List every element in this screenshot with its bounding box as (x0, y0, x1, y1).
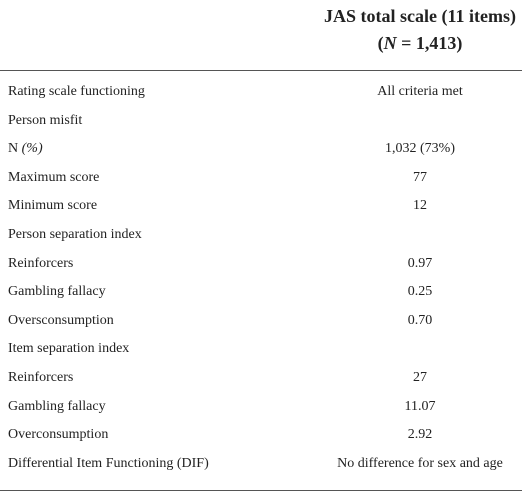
row-label: Person misfit (8, 112, 83, 128)
row-label: Differential Item Functioning (DIF) (8, 455, 209, 471)
row-label: Reinforcers (8, 255, 74, 271)
text-part: N (383, 33, 397, 53)
row-label: Person separation index (8, 227, 142, 242)
row-label: Gambling fallacy (8, 284, 106, 300)
row-value: 27 (413, 370, 427, 385)
text-part: = 1,413) (396, 33, 463, 53)
header-line: (N = 1,413) (320, 33, 520, 54)
row-value: All criteria met (377, 84, 463, 99)
text-part: (%) (18, 141, 43, 157)
row-value: No difference for sex and age (337, 455, 503, 471)
row-label: Minimum score (8, 198, 98, 214)
row-label: Overconsumption (8, 427, 109, 443)
row-value: 0.70 (407, 312, 433, 328)
header-rule (0, 70, 522, 71)
text-part: ( (377, 33, 384, 53)
row-value: 77 (413, 169, 427, 185)
row-label: Oversconsumption (8, 312, 114, 328)
row-label: N (%) (8, 139, 43, 159)
row-value: 1,032 (73%) (385, 141, 455, 157)
row-value: 0.25 (407, 284, 433, 300)
row-label: Maximum score (8, 169, 100, 185)
text-part: N (8, 141, 19, 157)
header-line: JAS total scale (11 items) (324, 6, 516, 26)
row-label: Item separation index (8, 341, 130, 357)
row-value: 2.92 (407, 427, 433, 443)
row-label: Gambling fallacy (8, 398, 106, 414)
row-value: 12 (413, 198, 427, 214)
row-value: 11.07 (404, 398, 436, 414)
bottom-rule (0, 490, 522, 491)
row-label: Rating scale functioning (8, 84, 145, 99)
row-label: Reinforcers (8, 370, 74, 385)
row-value: 0.97 (407, 255, 433, 271)
